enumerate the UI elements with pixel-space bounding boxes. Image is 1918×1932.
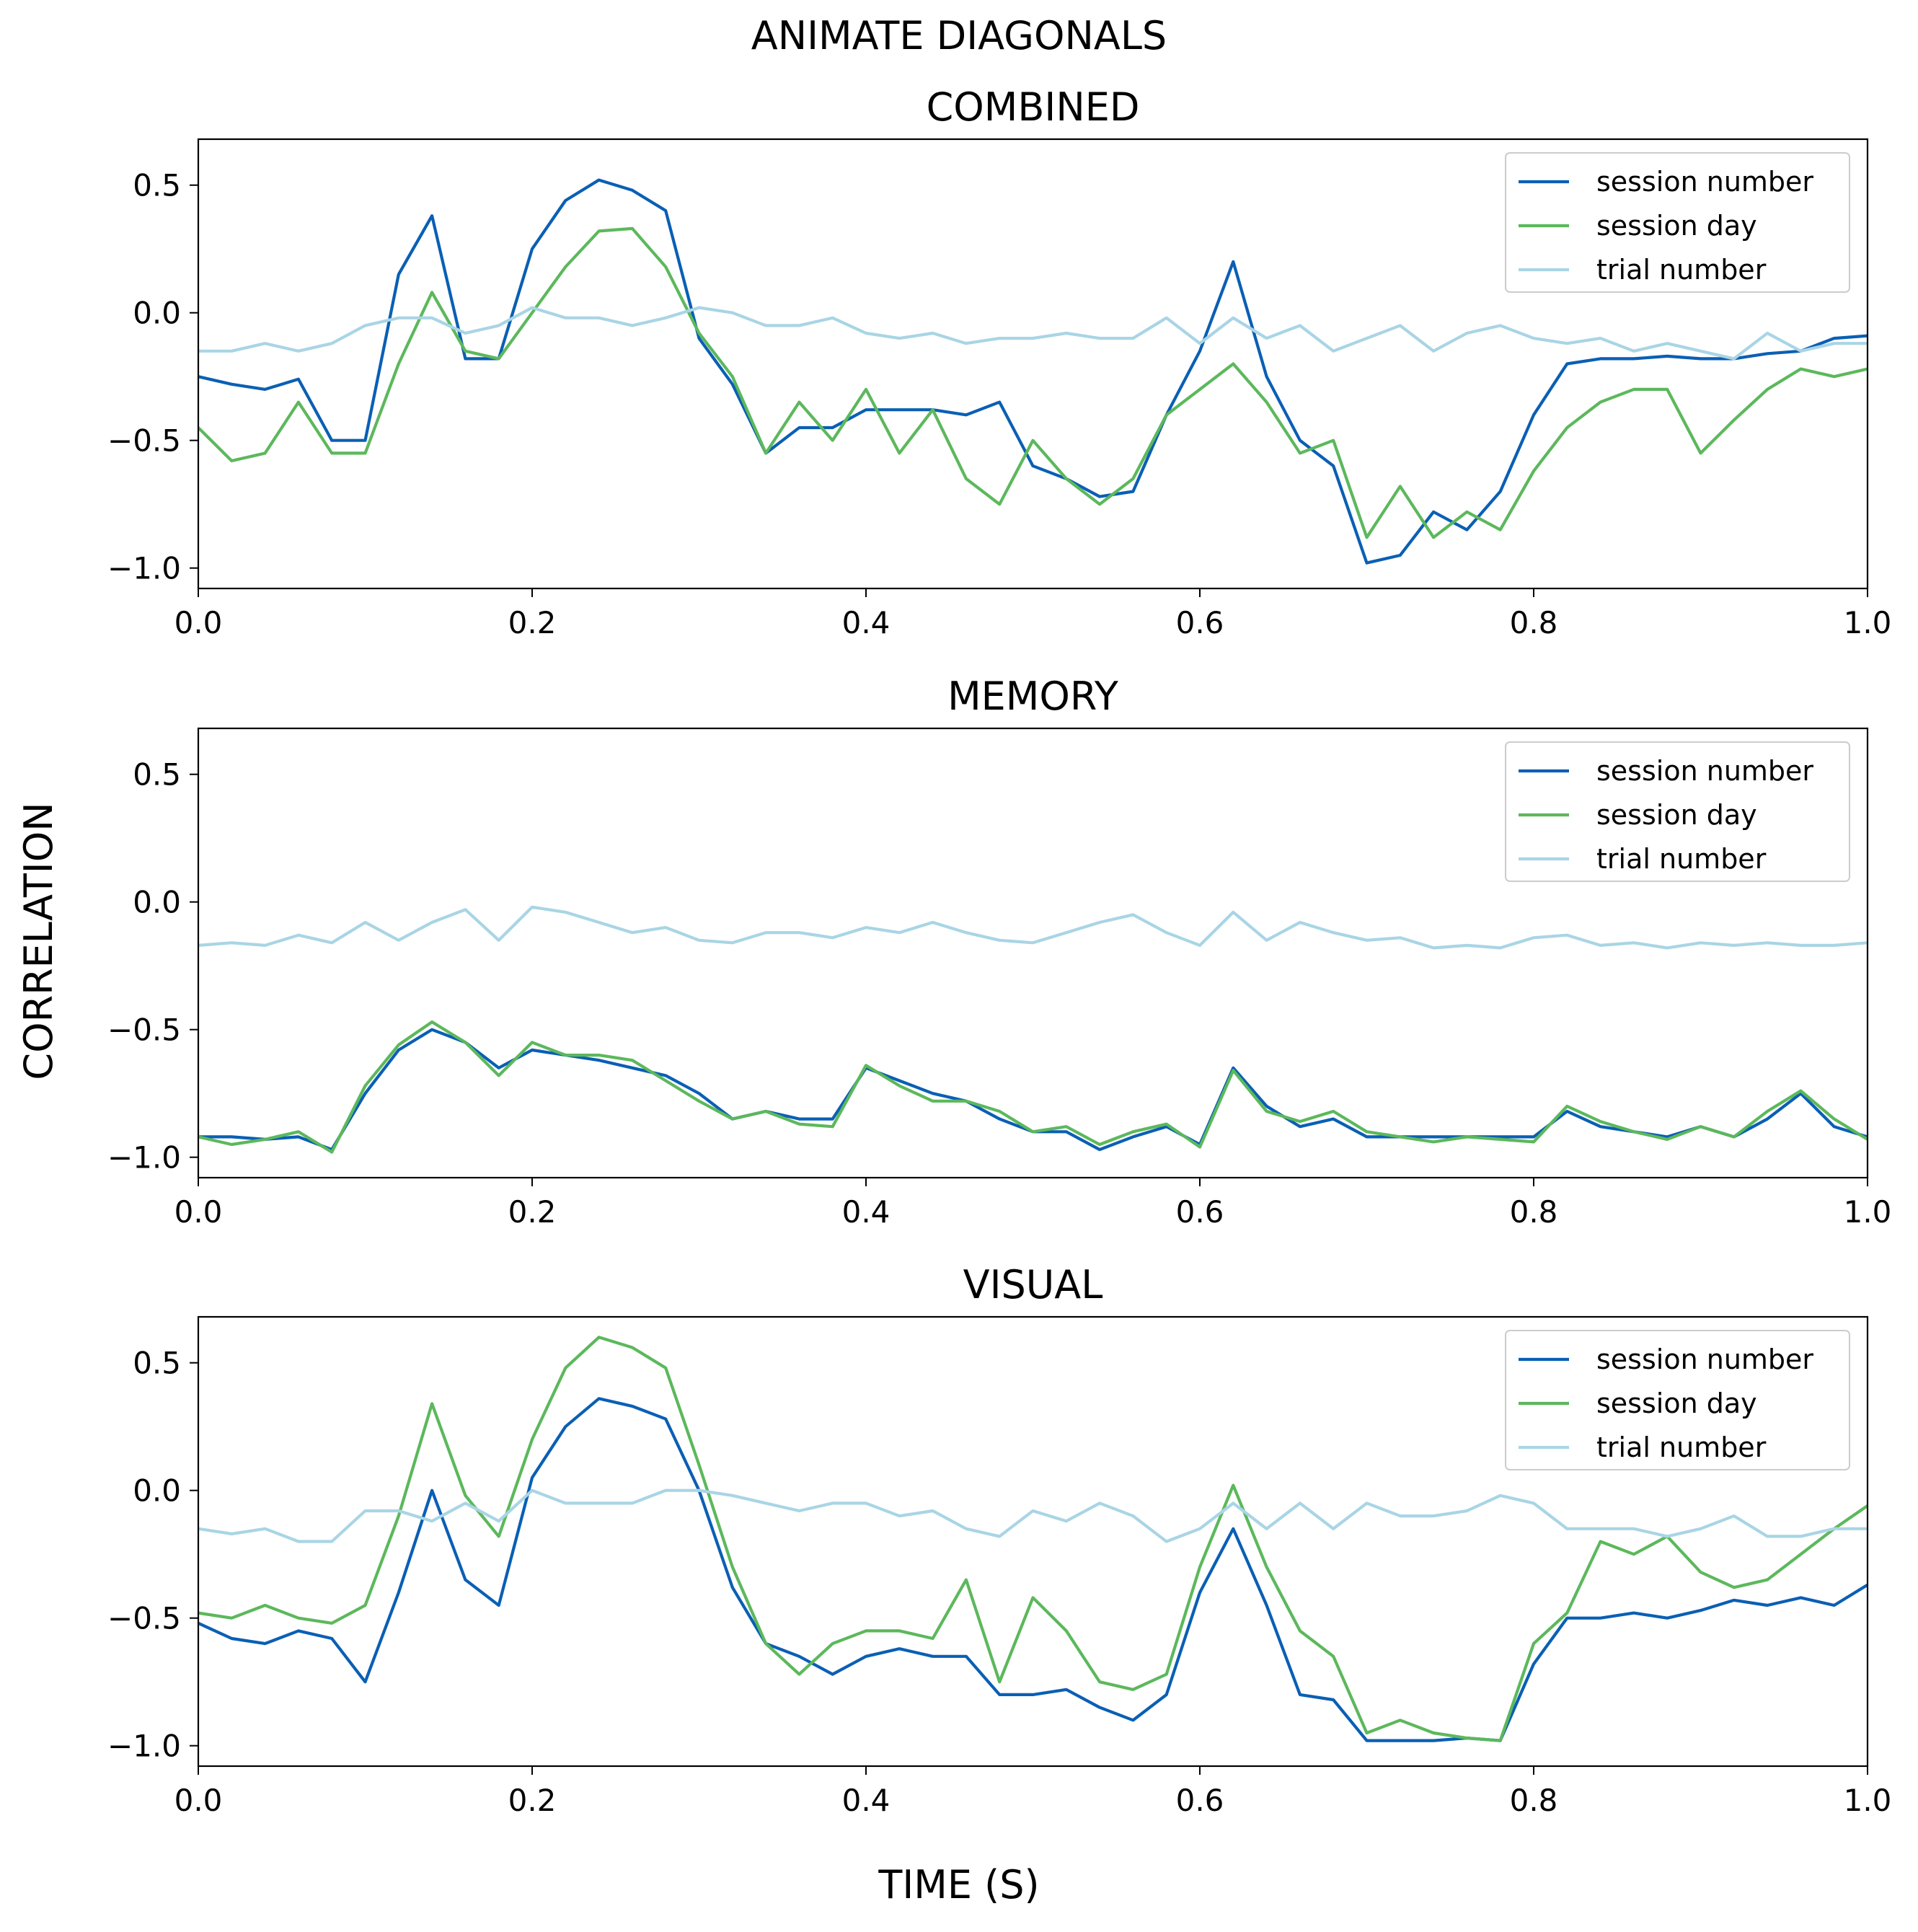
panel-visual-ytick-label: −1.0	[107, 1729, 181, 1764]
panel-combined-xtick-label: 0.8	[1510, 605, 1558, 640]
panel-memory-ytick-label: 0.0	[133, 885, 181, 920]
panel-combined-line-session-day	[198, 226, 1868, 539]
panel-visual-xtick-label: 0.6	[1176, 1783, 1224, 1818]
panel-combined-legend: session number session day trial number	[1505, 152, 1850, 293]
panel-visual-frame	[197, 1315, 1869, 1768]
panel-visual: VISUAL 0.0 0.2 0.4 0.6 0.8 1.0 0.5 0.0 −0.5 −1.0 se…	[107, 1262, 1891, 1818]
panel-memory-ytick-label: −1.0	[107, 1140, 181, 1175]
panel-combined-series	[198, 178, 1868, 565]
panel-combined-xtick-label: 0.4	[842, 605, 890, 640]
panel-visual-ytick-label: −0.5	[107, 1601, 181, 1636]
x-axis-label: TIME (S)	[878, 1862, 1039, 1907]
panel-memory-line-trial-number	[198, 905, 1868, 950]
y-axis-label: CORRELATION	[16, 802, 61, 1080]
panel-memory-xtick-label: 0.4	[842, 1194, 890, 1230]
panel-memory-legend-box	[1505, 741, 1850, 882]
panel-memory-ytick-label: −0.5	[107, 1013, 181, 1048]
panel-visual-xtick-label: 1.0	[1844, 1783, 1892, 1818]
panel-memory-frame	[197, 727, 1869, 1179]
panel-combined-legend-box	[1505, 152, 1850, 293]
panel-memory-xtick-label: 0.0	[174, 1194, 223, 1230]
panel-memory-legend: session number session day trial number	[1505, 741, 1850, 882]
panel-memory-series	[198, 905, 1868, 1154]
panel-combined-frame	[197, 138, 1869, 590]
panel-visual-legend-box	[1505, 1330, 1850, 1470]
panel-visual-ytick-label: 0.0	[133, 1473, 181, 1509]
figure-suptitle: ANIMATE DIAGONALS	[751, 13, 1167, 58]
panel-memory-line-session-day	[198, 1020, 1868, 1154]
panel-visual-xtick-label: 0.2	[508, 1783, 557, 1818]
panel-combined-legend-label-session-day: session day	[1596, 210, 1757, 242]
panel-visual-legend-label-session-number: session number	[1596, 1344, 1813, 1375]
panel-combined: COMBINED 0.0 0.2 0.4 0.6 0.8 1.0 0.5 0.0 −0.5 −1.0…	[107, 84, 1891, 640]
panel-combined-ytick-label: −1.0	[107, 551, 181, 586]
subplots: COMBINED 0.0 0.2 0.4 0.6 0.8 1.0 0.5 0.0 −0.5 −1.0…	[107, 84, 1891, 1818]
panel-visual-legend: session number session day trial number	[1505, 1330, 1850, 1470]
panel-combined-xtick-label: 0.0	[174, 605, 223, 640]
panel-visual-series	[198, 1336, 1868, 1742]
panel-memory-title: MEMORY	[947, 674, 1119, 719]
panel-visual-legend-label-trial-number: trial number	[1596, 1432, 1767, 1463]
panel-memory-ytick-label: 0.5	[133, 757, 181, 793]
panel-combined-xtick-label: 1.0	[1844, 605, 1892, 640]
panel-visual-xtick-label: 0.0	[174, 1783, 223, 1818]
panel-visual-ytick-label: 0.5	[133, 1346, 181, 1381]
panel-visual-line-trial-number	[198, 1488, 1868, 1543]
panel-combined-legend-label-trial-number: trial number	[1596, 254, 1767, 286]
panel-memory-xtick-label: 1.0	[1844, 1194, 1892, 1230]
panel-combined-ytick-label: 0.0	[133, 296, 181, 331]
panel-visual-line-session-number	[198, 1397, 1868, 1742]
panel-combined-ytick-label: −0.5	[107, 423, 181, 459]
panel-memory-legend-label-trial-number: trial number	[1596, 843, 1767, 875]
panel-combined-title: COMBINED	[927, 84, 1140, 130]
panel-combined-ytick-label: 0.5	[133, 168, 181, 203]
panel-memory-xtick-label: 0.6	[1176, 1194, 1224, 1230]
panel-combined-legend-label-session-number: session number	[1596, 166, 1813, 198]
panel-visual-legend-label-session-day: session day	[1596, 1388, 1757, 1419]
panel-memory-legend-label-session-number: session number	[1596, 755, 1813, 787]
panel-combined-xtick-label: 0.6	[1176, 605, 1224, 640]
panel-visual-xtick-label: 0.8	[1510, 1783, 1558, 1818]
panel-memory-legend-label-session-day: session day	[1596, 799, 1757, 831]
panel-combined-xtick-label: 0.2	[508, 605, 557, 640]
panel-visual-xtick-label: 0.4	[842, 1783, 890, 1818]
panel-memory: MEMORY 0.0 0.2 0.4 0.6 0.8 1.0 0.5 0.0 −0.5 −1.0 se…	[107, 674, 1891, 1230]
panel-visual-title: VISUAL	[963, 1262, 1103, 1307]
panel-combined-line-trial-number	[198, 306, 1868, 361]
panel-memory-xtick-label: 0.2	[508, 1194, 557, 1230]
panel-combined-line-session-number	[198, 178, 1868, 565]
panel-memory-xtick-label: 0.8	[1510, 1194, 1558, 1230]
